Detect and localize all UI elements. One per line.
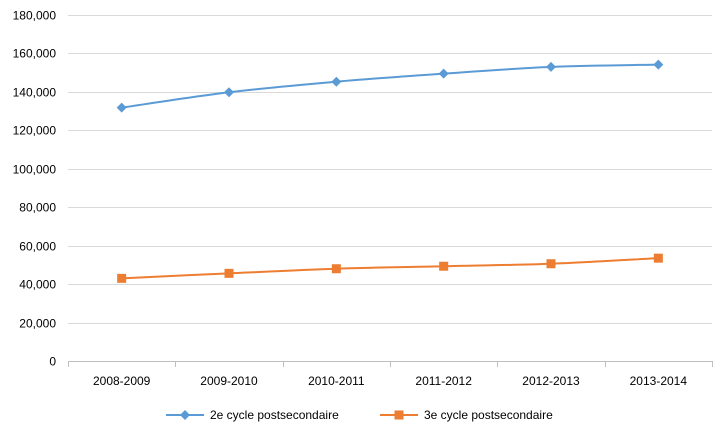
legend-marker: [394, 410, 404, 420]
data-point: [653, 253, 663, 263]
data-point: [224, 87, 234, 98]
x-tick-label: 2009-2010: [200, 374, 258, 388]
y-tick-label: 180,000: [13, 9, 57, 23]
y-tick-label: 120,000: [13, 124, 57, 138]
series-1: [116, 59, 664, 113]
y-tick-label: 0: [49, 355, 56, 369]
data-point: [224, 268, 234, 278]
series-line: [121, 63, 659, 109]
y-axis-tick-labels: 0 20,000 40,000 60,000 80,000 100,000 120,000 1…: [13, 9, 57, 369]
data-point: [331, 76, 342, 87]
legend-marker: [180, 410, 190, 420]
y-tick-label: 160,000: [13, 47, 57, 61]
series-lines: [116, 59, 664, 283]
data-point: [439, 261, 449, 271]
legend: 2e cycle postsecondaire 3e cycle postseco…: [166, 408, 553, 422]
x-tick-label: 2010-2011: [308, 374, 365, 388]
series-line: [121, 257, 659, 280]
gridlines: [68, 15, 712, 362]
legend-item: 3e cycle postsecondaire: [380, 408, 553, 422]
y-tick-label: 40,000: [19, 278, 56, 292]
y-tick-label: 140,000: [13, 86, 57, 100]
y-tick-label: 80,000: [19, 201, 56, 215]
x-tick-label: 2008-2009: [93, 374, 151, 388]
data-point: [331, 264, 341, 274]
x-axis: 2008-2009 2009-2010 2010-2011 2011-2012 2012…: [68, 361, 713, 388]
legend-item: 2e cycle postsecondaire: [166, 408, 339, 422]
data-point: [653, 59, 664, 70]
x-tick-label: 2013-2014: [630, 374, 688, 388]
x-tick-label: 2012-2013: [522, 374, 580, 388]
data-point: [438, 68, 449, 79]
series-2: [117, 253, 663, 283]
data-point: [546, 61, 556, 72]
data-point: [117, 273, 127, 283]
x-tick-label: 2011-2012: [415, 374, 472, 388]
data-point: [546, 259, 556, 269]
y-tick-label: 20,000: [19, 317, 56, 331]
data-point: [116, 102, 127, 113]
y-tick-label: 100,000: [13, 163, 57, 177]
legend-label: 2e cycle postsecondaire: [210, 408, 339, 422]
legend-label: 3e cycle postsecondaire: [424, 408, 553, 422]
y-tick-label: 60,000: [19, 240, 56, 254]
